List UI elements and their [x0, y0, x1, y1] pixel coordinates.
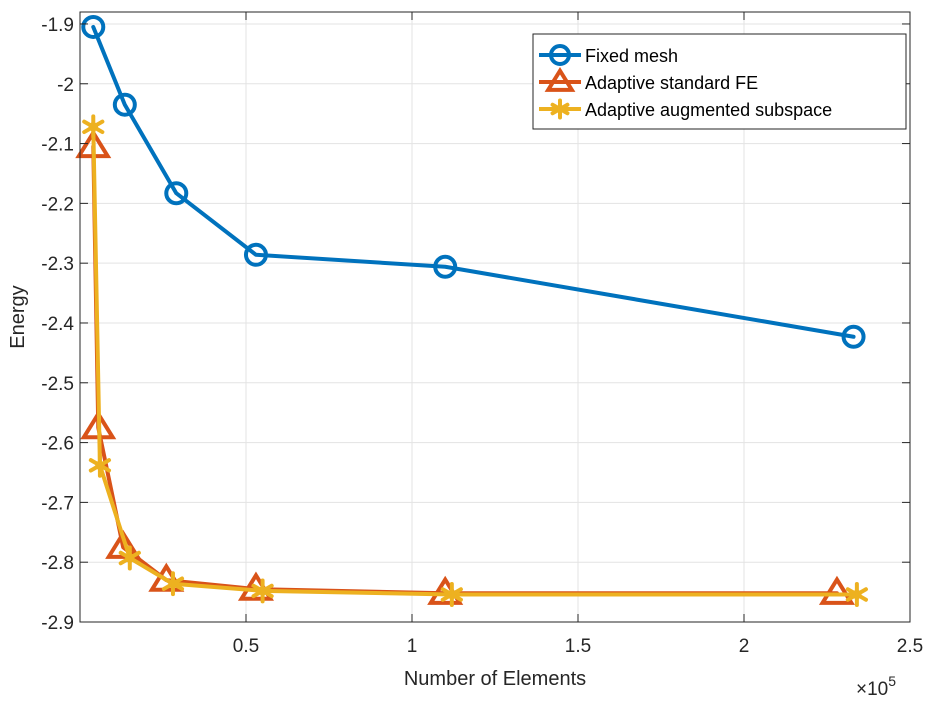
data-point	[161, 571, 185, 597]
y-tick-label: -2.3	[41, 254, 74, 275]
asterisk-marker	[550, 98, 570, 120]
legend: Fixed mesh Adaptive standard FE Adaptive a…	[532, 33, 907, 130]
y-tick-label: -2.7	[41, 493, 74, 514]
asterisk-core	[125, 553, 135, 563]
asterisk-core	[556, 105, 564, 113]
y-tick-label: -2.8	[41, 553, 74, 574]
legend-item: Adaptive augmented subspace	[539, 98, 832, 120]
x-tick-label: 1.5	[565, 636, 591, 657]
legend-box	[532, 33, 907, 130]
legend-label: Adaptive augmented subspace	[585, 100, 832, 120]
asterisk-core	[257, 586, 268, 596]
series-2	[82, 114, 868, 607]
legend-label: Fixed mesh	[585, 46, 678, 66]
series-line	[91, 24, 856, 339]
asterisk-core	[88, 122, 98, 132]
data-point	[105, 529, 142, 559]
data-point	[88, 452, 112, 478]
y-tick-label: -2.2	[41, 194, 74, 215]
y-tick-label: -2.9	[41, 613, 74, 634]
circle-marker	[549, 44, 571, 66]
data-point	[818, 575, 855, 605]
y-tick-label: -2.1	[41, 135, 74, 156]
data-point	[243, 242, 268, 267]
x-tick-label: 2	[739, 636, 750, 657]
x-tick-label: 1	[407, 636, 418, 657]
legend-item: Adaptive standard FE	[539, 66, 758, 93]
triangle-marker	[544, 66, 576, 92]
x-axis-exponent: ×105	[856, 673, 896, 700]
y-tick-label: -2.4	[41, 314, 74, 335]
data-point	[251, 578, 274, 604]
data-point	[433, 254, 458, 279]
y-axis-title: Energy	[7, 285, 29, 348]
asterisk-core	[852, 589, 862, 600]
x-axis-exponent-base: ×10	[856, 679, 888, 700]
x-axis-exponent-power: 5	[888, 673, 896, 689]
data-point	[841, 324, 866, 349]
data-point	[164, 181, 189, 206]
data-point	[112, 92, 137, 117]
plot-frame	[79, 11, 911, 623]
data-point	[118, 545, 141, 571]
data-point	[440, 582, 463, 607]
x-tick-label: 0.5	[233, 636, 259, 657]
x-tick-label: 2.5	[897, 636, 923, 657]
legend-label: Adaptive standard FE	[585, 73, 758, 93]
y-tick-label: -1.9	[41, 15, 74, 36]
x-axis-title: Number of Elements	[404, 668, 586, 690]
ticks: 0.5 1 1.5 2 2.5 -1.9 -2 -2.1 -2.2 -2.3 -2.4 -2.5 -2.…	[41, 12, 923, 657]
series-layer	[75, 14, 868, 607]
asterisk-core	[95, 460, 105, 471]
asterisk-core	[447, 589, 457, 600]
data-point	[81, 14, 106, 39]
data-point	[845, 582, 868, 607]
data-point	[82, 114, 105, 140]
y-tick-label: -2	[57, 75, 74, 96]
series-0	[81, 14, 866, 349]
legend-item: Fixed mesh	[539, 44, 678, 66]
y-tick-label: -2.5	[41, 374, 74, 395]
asterisk-core	[168, 579, 178, 589]
y-tick-label: -2.6	[41, 434, 74, 455]
